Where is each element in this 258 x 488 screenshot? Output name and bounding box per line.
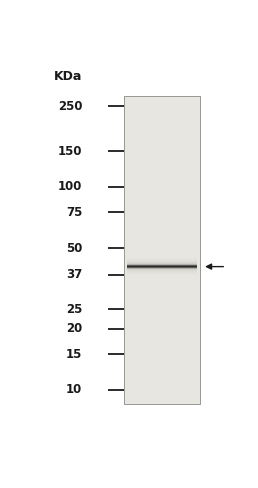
Bar [127, 259, 197, 260]
Text: 150: 150 [58, 144, 82, 158]
Bar [127, 274, 197, 275]
Bar [127, 262, 197, 263]
Bar [127, 258, 197, 259]
Text: 15: 15 [66, 347, 82, 361]
Bar [127, 277, 197, 278]
Bar [127, 260, 197, 261]
Bar [127, 256, 197, 257]
Text: 250: 250 [58, 100, 82, 113]
Bar [127, 275, 197, 276]
Bar [124, 96, 200, 404]
Bar [127, 266, 197, 267]
Text: 25: 25 [66, 303, 82, 316]
Bar [127, 271, 197, 272]
Text: 50: 50 [66, 242, 82, 255]
Text: 100: 100 [58, 181, 82, 193]
Bar [127, 257, 197, 258]
Bar [127, 261, 197, 262]
Bar [127, 273, 197, 274]
Bar [127, 255, 197, 256]
Text: 20: 20 [66, 322, 82, 335]
Text: 10: 10 [66, 384, 82, 396]
Bar [127, 270, 197, 271]
Text: 37: 37 [66, 268, 82, 281]
Text: KDa: KDa [54, 70, 82, 83]
Bar [127, 264, 197, 265]
Bar [127, 272, 197, 273]
Bar [127, 276, 197, 277]
Bar [127, 265, 197, 266]
Text: 75: 75 [66, 206, 82, 219]
Bar [127, 269, 197, 270]
Bar [127, 267, 197, 268]
Bar [127, 263, 197, 264]
